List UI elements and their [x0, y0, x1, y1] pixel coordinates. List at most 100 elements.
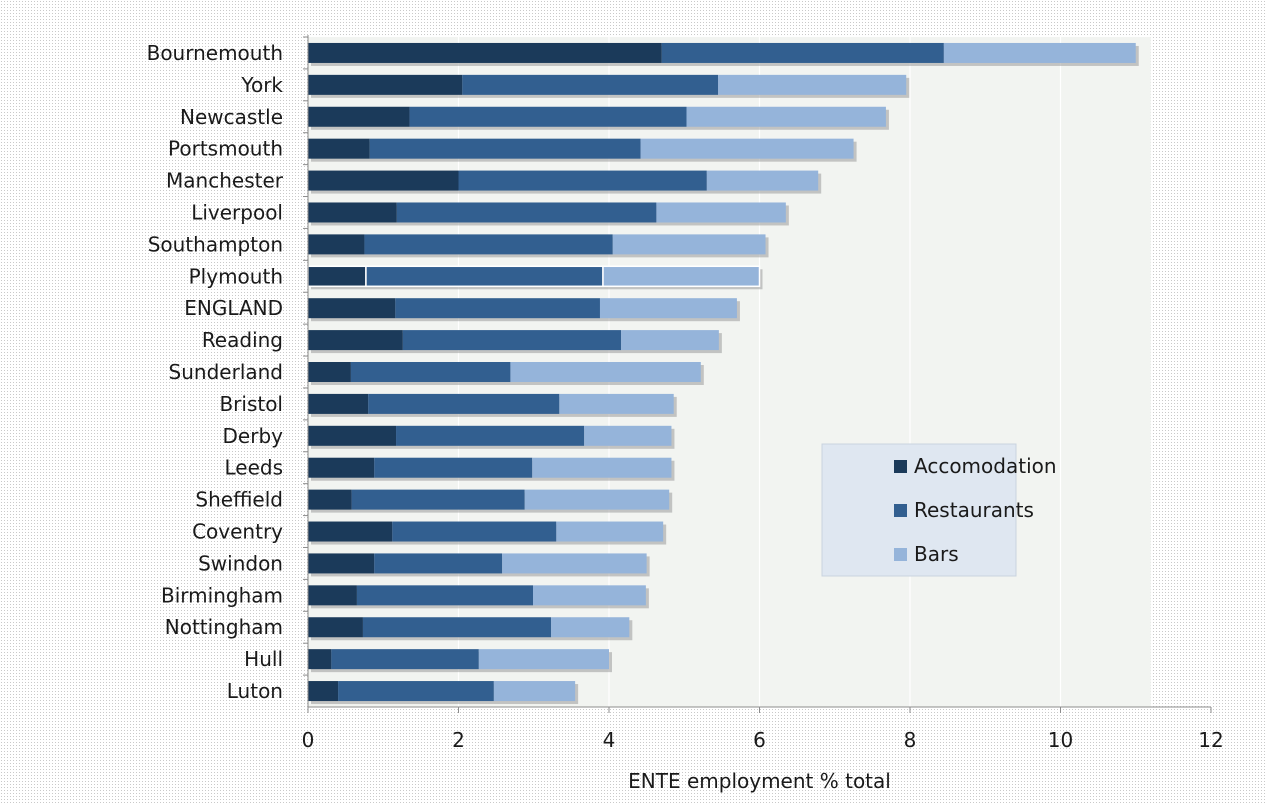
- bar-segment: [462, 74, 719, 95]
- category-label: Coventry: [192, 520, 283, 544]
- legend-label: Bars: [914, 542, 959, 566]
- bar-segment: [396, 202, 657, 223]
- bar-segment: [493, 681, 576, 702]
- bar-segment: [308, 521, 393, 542]
- bar-segment: [621, 330, 719, 351]
- bar-segment: [396, 425, 585, 446]
- bar-segment: [369, 138, 641, 159]
- x-tick-label: 10: [1048, 728, 1073, 752]
- bar-segment: [308, 457, 375, 478]
- bar-segment: [364, 234, 613, 255]
- bar-segment: [943, 42, 1136, 63]
- legend-label: Restaurants: [914, 498, 1034, 522]
- legend: Accomodation Restaurants Bars: [821, 443, 1057, 577]
- legend-swatch: [894, 504, 907, 517]
- bar-segment: [308, 106, 410, 127]
- category-label: Bournemouth: [147, 41, 283, 65]
- bar-segment: [656, 202, 786, 223]
- bar-segment: [308, 393, 369, 414]
- bar-segment: [368, 393, 560, 414]
- bar-segment: [374, 553, 503, 574]
- bar-segment: [356, 585, 533, 606]
- legend-swatch: [894, 460, 907, 473]
- bar-segment: [362, 617, 552, 638]
- bar-segment: [661, 42, 944, 63]
- category-label: Newcastle: [180, 105, 283, 129]
- bar-segment: [532, 457, 672, 478]
- x-axis-title: ENTE employment % total: [628, 769, 891, 793]
- bar-segment: [502, 553, 647, 574]
- bar-segment: [308, 362, 351, 382]
- bar-segment: [308, 425, 397, 446]
- bar-segment: [599, 298, 737, 319]
- bar-segment: [612, 234, 766, 255]
- x-tick-label: 0: [302, 728, 315, 752]
- bar-segment: [308, 42, 662, 63]
- bar-segment: [556, 521, 664, 542]
- bar-segment: [308, 585, 357, 606]
- category-label: Sheffield: [195, 488, 283, 512]
- category-label: Reading: [202, 328, 283, 352]
- category-label: Portsmouth: [168, 137, 283, 161]
- category-label: Derby: [223, 424, 284, 448]
- bar-segment: [308, 138, 370, 159]
- x-tick-label: 6: [753, 728, 766, 752]
- bar-segment: [686, 106, 886, 127]
- category-label: Luton: [227, 679, 283, 703]
- bar-segment: [478, 649, 609, 670]
- bar-segment: [640, 138, 854, 159]
- bar-segment: [308, 330, 403, 351]
- bar-segment: [559, 393, 674, 414]
- bar-segment: [308, 489, 352, 510]
- bar-segment: [308, 202, 397, 223]
- legend-box: [821, 443, 1017, 577]
- x-tick-label: 8: [904, 728, 917, 752]
- category-label: Nottingham: [165, 615, 283, 639]
- x-tick-label: 2: [452, 728, 465, 752]
- bar-segment: [308, 681, 339, 702]
- axis-layer: 0 2 4 6 8 10 12 Bournemouth York Newcastle Portsmo…: [147, 35, 1224, 752]
- bar-segment: [584, 425, 672, 446]
- bar-segment: [308, 234, 365, 255]
- category-label: Bristol: [219, 392, 283, 416]
- bar-segment: [331, 649, 479, 670]
- bar-segment: [706, 170, 819, 191]
- bars-layer: [307, 42, 1139, 705]
- legend-swatch: [894, 548, 907, 561]
- bar-segment: [308, 74, 463, 95]
- category-label: York: [240, 73, 283, 97]
- category-label: Birmingham: [161, 583, 283, 607]
- category-label: Hull: [244, 647, 283, 671]
- bar-segment: [510, 362, 701, 382]
- bar-segment: [351, 489, 525, 510]
- x-tick-label: 4: [603, 728, 616, 752]
- bar-segment: [374, 457, 533, 478]
- bar-segment: [602, 265, 761, 288]
- bar-segment: [402, 330, 622, 351]
- bar-segment: [308, 553, 375, 574]
- category-label: Leeds: [224, 456, 283, 480]
- bar-segment: [365, 265, 604, 288]
- legend-label: Accomodation: [914, 454, 1057, 478]
- category-label: ENGLAND: [184, 296, 283, 320]
- x-tick-label: 12: [1198, 728, 1223, 752]
- category-label: Manchester: [166, 169, 284, 193]
- bar-segment: [308, 298, 396, 319]
- bar-segment: [395, 298, 600, 319]
- bar-segment: [458, 170, 707, 191]
- category-label: Plymouth: [189, 264, 283, 288]
- category-label: Liverpool: [191, 200, 283, 224]
- bar-segment: [409, 106, 687, 127]
- bar-segment: [308, 617, 363, 638]
- bar-segment: [551, 617, 630, 638]
- bar-segment: [524, 489, 670, 510]
- bar-segment: [718, 74, 907, 95]
- bar-segment: [308, 170, 459, 191]
- bar-segment: [338, 681, 494, 702]
- bar-segment: [532, 585, 646, 606]
- category-label: Swindon: [198, 551, 283, 575]
- bar-segment: [350, 362, 511, 382]
- bar-segment: [308, 649, 332, 670]
